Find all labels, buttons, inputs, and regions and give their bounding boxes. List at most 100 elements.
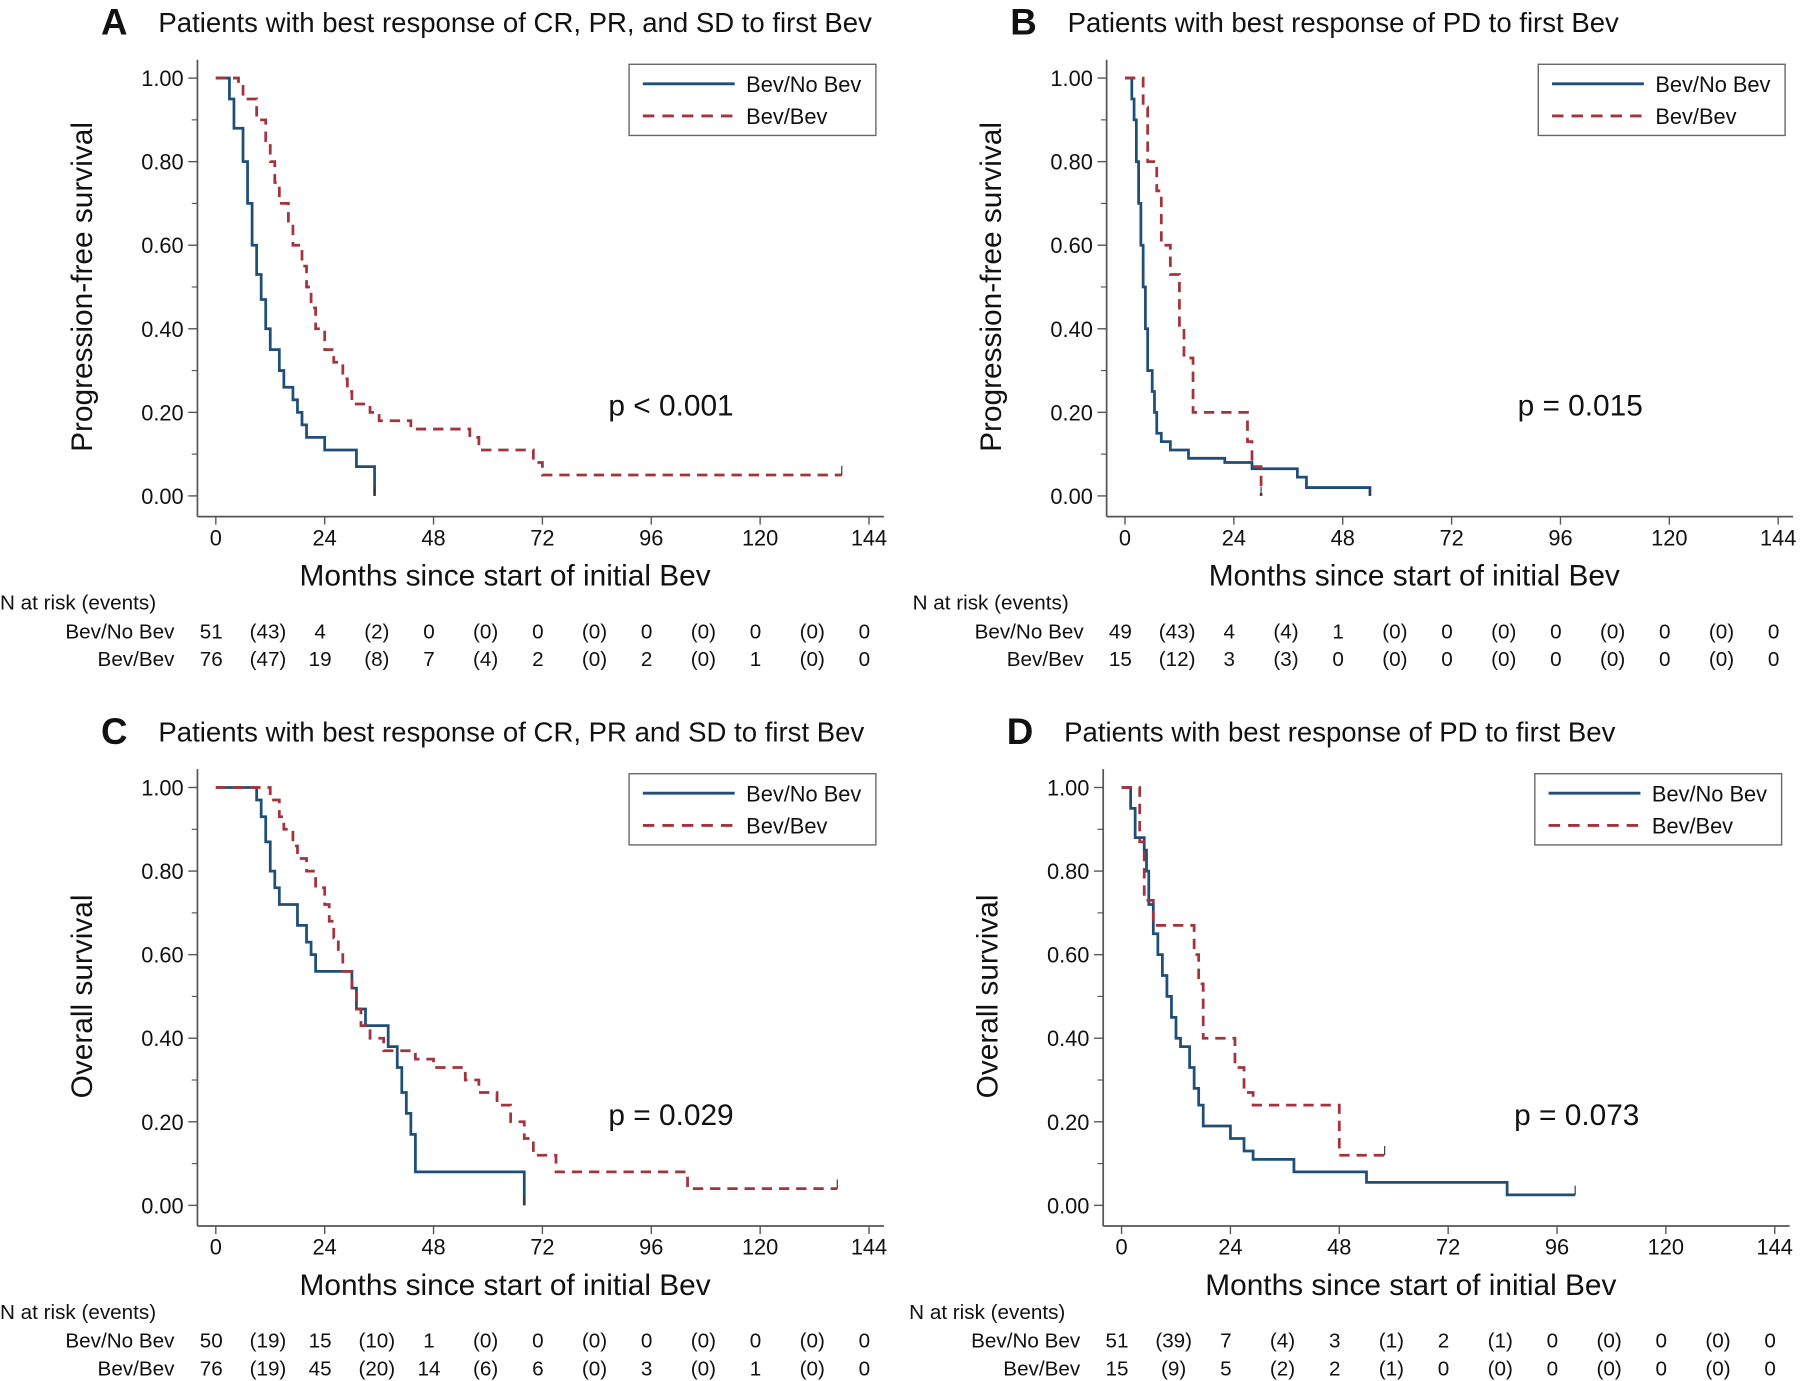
legend-box [628, 63, 877, 137]
y-axis-label: Progression-free survival [66, 122, 99, 452]
risk-events: (4) [1270, 1330, 1295, 1353]
risk-count: 0 [1550, 620, 1562, 643]
y-tick-label: 0.00 [141, 484, 183, 509]
x-tick-label: 48 [421, 1235, 445, 1260]
risk-events: (20) [358, 1357, 395, 1380]
y-tick-label: 0.20 [141, 400, 183, 425]
risk-count: 49 [1109, 620, 1132, 643]
series-bev-no-bev-curve [1121, 786, 1576, 1197]
risk-events: (47) [250, 648, 287, 671]
legend-label-bev: Bev/Bev [1655, 104, 1736, 129]
y-tick-label: 1.00 [141, 66, 183, 91]
risk-count: 3 [641, 1357, 652, 1380]
x-tick-label: 48 [1327, 1235, 1351, 1260]
x-tick-label: 0 [210, 525, 222, 550]
risk-events: (0) [691, 1357, 716, 1380]
risk-count: 15 [1109, 648, 1132, 671]
panel-b: B Patients with best response of PD to fi… [913, 1, 1797, 670]
x-axis-label: Months since start of initial Bev [300, 559, 711, 592]
legend-label-bev: Bev/Bev [746, 104, 827, 129]
risk-count: 2 [1438, 1330, 1450, 1353]
risk-count: 0 [750, 620, 762, 643]
x-tick-label: 72 [1436, 1235, 1460, 1260]
risk-count: 51 [200, 620, 223, 643]
y-tick-label: 0.80 [1050, 150, 1092, 175]
y-axis-label: Overall survival [972, 894, 1005, 1098]
risk-events: (0) [1600, 648, 1625, 671]
legend-label-no-bev: Bev/No Bev [746, 72, 861, 97]
risk-events: (0) [691, 648, 716, 671]
legend-label-bev: Bev/Bev [746, 813, 827, 838]
risk-count: 15 [309, 1330, 332, 1353]
x-tick-label: 96 [1545, 1235, 1569, 1260]
risk-events: (0) [1600, 620, 1625, 643]
y-tick-label: 1.00 [1050, 66, 1092, 91]
risk-count: 0 [1441, 620, 1453, 643]
panel-d: D Patients with best response of PD to fi… [909, 711, 1793, 1380]
x-axis-label: Months since start of initial Bev [1209, 559, 1620, 592]
x-tick-label: 0 [1115, 1235, 1127, 1260]
risk-events: (0) [473, 620, 498, 643]
legend: Bev/No Bev Bev/Bev [1537, 63, 1786, 137]
risk-count: 76 [200, 1357, 223, 1380]
p-value: p < 0.001 [608, 390, 733, 423]
risk-events: (4) [473, 648, 498, 671]
x-tick-label: 0 [210, 1235, 222, 1260]
risk-count: 1 [750, 1357, 762, 1380]
risk-row-label: Bev/No Bev [971, 1330, 1081, 1353]
x-axis-label: Months since start of initial Bev [1205, 1269, 1616, 1302]
risk-events: (10) [358, 1330, 395, 1353]
y-tick-label: 0.00 [1047, 1193, 1089, 1218]
series-bev-bev-curve [1125, 76, 1263, 496]
risk-events: (1) [1379, 1330, 1404, 1353]
risk-events: (0) [1382, 648, 1407, 671]
risk-events: (0) [582, 1330, 607, 1353]
risk-row-label: Bev/Bev [1007, 648, 1085, 671]
risk-count: 0 [859, 620, 870, 643]
risk-row-label: Bev/No Bev [65, 620, 175, 643]
legend-box [1537, 63, 1786, 137]
x-tick-label: 144 [851, 525, 887, 550]
risk-count: 3 [1224, 648, 1236, 671]
risk-events: (8) [364, 648, 389, 671]
risk-events: (43) [1159, 620, 1196, 643]
risk-events: (0) [1597, 1330, 1622, 1353]
x-tick-label: 144 [1757, 1235, 1793, 1260]
y-tick-label: 1.00 [1047, 776, 1089, 801]
legend: Bev/No Bev Bev/Bev [1534, 773, 1783, 846]
risk-count: 50 [200, 1330, 223, 1353]
risk-count: 51 [1105, 1330, 1128, 1353]
x-tick-label: 72 [1439, 525, 1463, 550]
risk-events: (0) [582, 648, 607, 671]
x-tick-label: 48 [1331, 525, 1355, 550]
risk-count: 0 [1550, 648, 1562, 671]
x-tick-label: 120 [742, 1235, 778, 1260]
risk-count: 0 [1764, 1357, 1775, 1380]
risk-events: (19) [250, 1330, 287, 1353]
risk-table-header: N at risk (events) [0, 592, 156, 615]
panel-letter: C [101, 711, 128, 752]
risk-count: 4 [1224, 620, 1236, 643]
legend-label-bev: Bev/Bev [1652, 813, 1733, 838]
risk-count: 0 [859, 1357, 870, 1380]
x-tick-label: 144 [1760, 525, 1796, 550]
panel-title: Patients with best response of PD to fir… [1068, 7, 1619, 38]
series-bev-no-bev-curve [215, 76, 376, 496]
y-tick-label: 0.60 [141, 233, 183, 258]
p-value: p = 0.029 [608, 1099, 733, 1132]
risk-events: (0) [800, 648, 825, 671]
x-tick-label: 120 [742, 525, 778, 550]
risk-count: 0 [1441, 648, 1453, 671]
y-tick-label: 0.80 [1047, 859, 1089, 884]
risk-events: (1) [1379, 1357, 1404, 1380]
y-tick-label: 0.20 [1047, 1110, 1089, 1135]
risk-events: (0) [1709, 648, 1734, 671]
panel-title: Patients with best response of PD to fir… [1064, 717, 1615, 748]
risk-table-header: N at risk (events) [913, 592, 1069, 615]
p-value: p = 0.015 [1518, 390, 1643, 423]
risk-events: (0) [1491, 620, 1516, 643]
y-tick-label: 0.20 [1050, 400, 1092, 425]
risk-row-label: Bev/Bev [98, 1357, 176, 1380]
risk-events: (0) [1597, 1357, 1622, 1380]
